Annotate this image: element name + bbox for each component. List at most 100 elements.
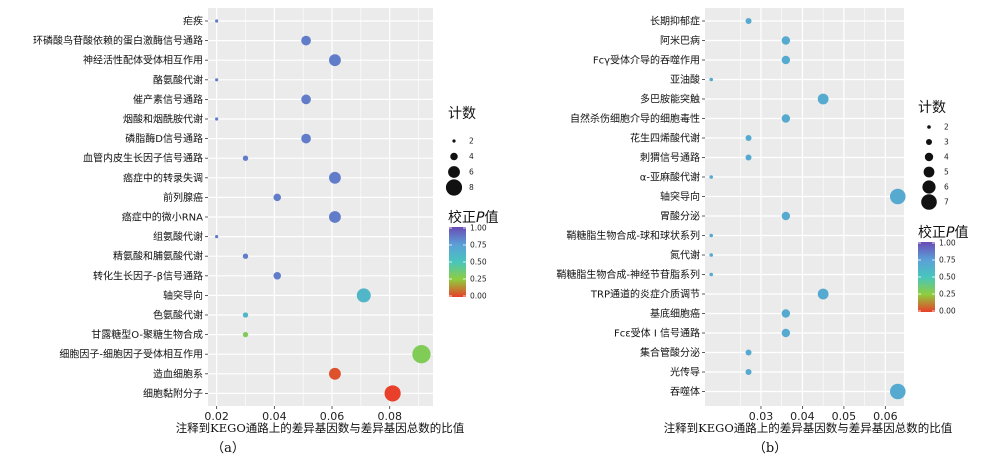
colorbar-label: 0.25 [939,290,956,299]
size-legend-dot [445,179,463,196]
category-label: 环磷酸鸟苷酸依赖的蛋白激酶信号通路 [33,34,203,47]
data-point [329,367,341,380]
panel-b-legend: 计数 2 3 4 5 6 7 校正P值 1.00 0.75 0.50 0.25 0.00 [918,100,968,316]
category-label: 轴突导向 [660,190,700,203]
data-point [745,349,752,356]
panel-a-colorbar [449,227,466,297]
category-label: 光传导 [670,366,700,379]
colorbar-label: 0.50 [939,273,956,282]
category-label: α-亚麻酸代谢 [640,171,700,184]
data-point [242,253,249,259]
category-label: 轴突导向 [163,289,203,302]
data-point [242,331,249,338]
data-point [745,18,752,24]
size-legend-dot [926,139,932,145]
data-point [215,19,219,23]
x-tick-label: 0.04 [790,410,815,423]
data-point [781,309,791,318]
data-point [709,253,714,257]
category-label: 癌症中的微小RNA [122,211,203,224]
colorbar-label: 1.00 [939,239,956,248]
size-legend-dot [924,152,934,162]
size-legend-label: 2 [469,137,474,146]
panel-b-gridlines [705,8,904,406]
category-label: 磷脂酶D信号通路 [125,132,203,145]
panel-a: 疟疾环磷酸鸟苷酸依赖的蛋白激酶信号通路神经活性配体受体相互作用酪氨酸代谢催产素信… [33,8,498,456]
colorbar-label: 1.00 [470,224,487,233]
category-label: 花生四烯酸代谢 [630,132,700,145]
x-tick-label: 0.03 [749,410,774,423]
category-label: 催产素信号通路 [133,93,203,106]
data-point [301,35,311,46]
size-legend-dot [927,125,931,129]
data-point [215,117,219,121]
colorbar-label: 0.75 [470,241,487,250]
data-point [242,312,249,318]
colorbar-label: 0.50 [470,258,487,267]
data-point [709,272,714,277]
size-legend-dot [452,139,456,143]
data-point [412,345,431,364]
panel-a-x-ticks: 0.02 0.04 0.06 0.08 [204,406,402,423]
size-legend-label: 7 [944,198,949,207]
panel-b-color-legend-title: 校正P值 [918,224,968,241]
data-point [215,78,219,82]
panel-a-color-legend-title: 校正P值 [448,209,498,226]
category-label: 细胞黏附分子 [143,387,203,400]
panel-b-x-ticks: 0.03 0.04 0.05 0.06 [749,406,898,423]
category-label: Fcγ受体介导的吞噬作用 [593,54,700,67]
category-label: 造血细胞系 [153,367,203,380]
x-tick-label: 0.04 [262,410,287,423]
category-label: 氮代谢 [670,249,700,262]
data-point [215,235,219,239]
category-label: 鞘糖脂生物合成-球和球状系列 [566,229,700,242]
category-label: 色氨酸代谢 [153,309,203,322]
category-label: TRP通道的炎症介质调节 [590,288,700,301]
x-tick-label: 0.05 [832,410,857,423]
x-tick-label: 0.06 [320,410,345,423]
category-label: 刺猬信号通路 [640,151,700,164]
data-point [329,54,341,67]
data-point [356,288,371,303]
size-legend-label: 2 [944,123,949,132]
panel-a-plot-background [208,8,433,406]
panel-b-caption: （b） [753,441,787,456]
size-legend-label: 5 [944,168,949,177]
size-legend-dot [450,152,458,161]
category-label: 亚油酸 [670,73,700,86]
x-tick-label: 0.02 [204,410,229,423]
category-label: 多巴胺能突触 [640,93,700,106]
data-point [709,233,714,238]
category-label: 神经活性配体受体相互作用 [83,54,203,67]
panel-a-gridlines [208,8,433,406]
category-label: 基底细胞癌 [650,307,700,320]
category-label: 集合管酸分泌 [640,346,700,359]
size-legend-dot [923,166,935,178]
category-label: Fcε受体 I 信号通路 [614,327,700,340]
category-label: 胃酸分泌 [660,210,700,223]
panel-a-caption: （a） [211,441,245,456]
category-label: 前列腺癌 [163,191,203,204]
colorbar-label: 0.00 [470,292,487,301]
data-point [781,36,791,45]
panel-a-category-labels: 疟疾环磷酸鸟苷酸依赖的蛋白激酶信号通路神经活性配体受体相互作用酪氨酸代谢催产素信… [33,15,208,400]
category-label: 甘露糖型O-聚糖生物合成 [91,328,203,341]
panel-b-points [709,18,906,400]
category-label: 吞噬体 [670,385,700,398]
panel-b-size-legend-title: 计数 [918,100,946,116]
category-label: 酪氨酸代谢 [153,73,203,86]
data-point [273,272,281,280]
data-point [781,328,791,338]
category-label: 癌症中的转录失调 [123,171,203,184]
data-point [301,94,311,105]
category-label: 鞘糖脂生物合成-神经节苷脂系列 [556,268,700,281]
colorbar-label: 0.25 [470,275,487,284]
data-point [745,135,752,141]
category-label: 血管内皮生长因子信号通路 [83,152,203,165]
size-legend-dot [448,166,460,178]
data-point [745,369,752,375]
data-point [384,385,401,402]
category-label: 自然杀伤细胞介导的细胞毒性 [570,112,700,125]
size-legend-label: 4 [469,152,474,161]
category-label: 组氨酸代谢 [153,230,203,243]
